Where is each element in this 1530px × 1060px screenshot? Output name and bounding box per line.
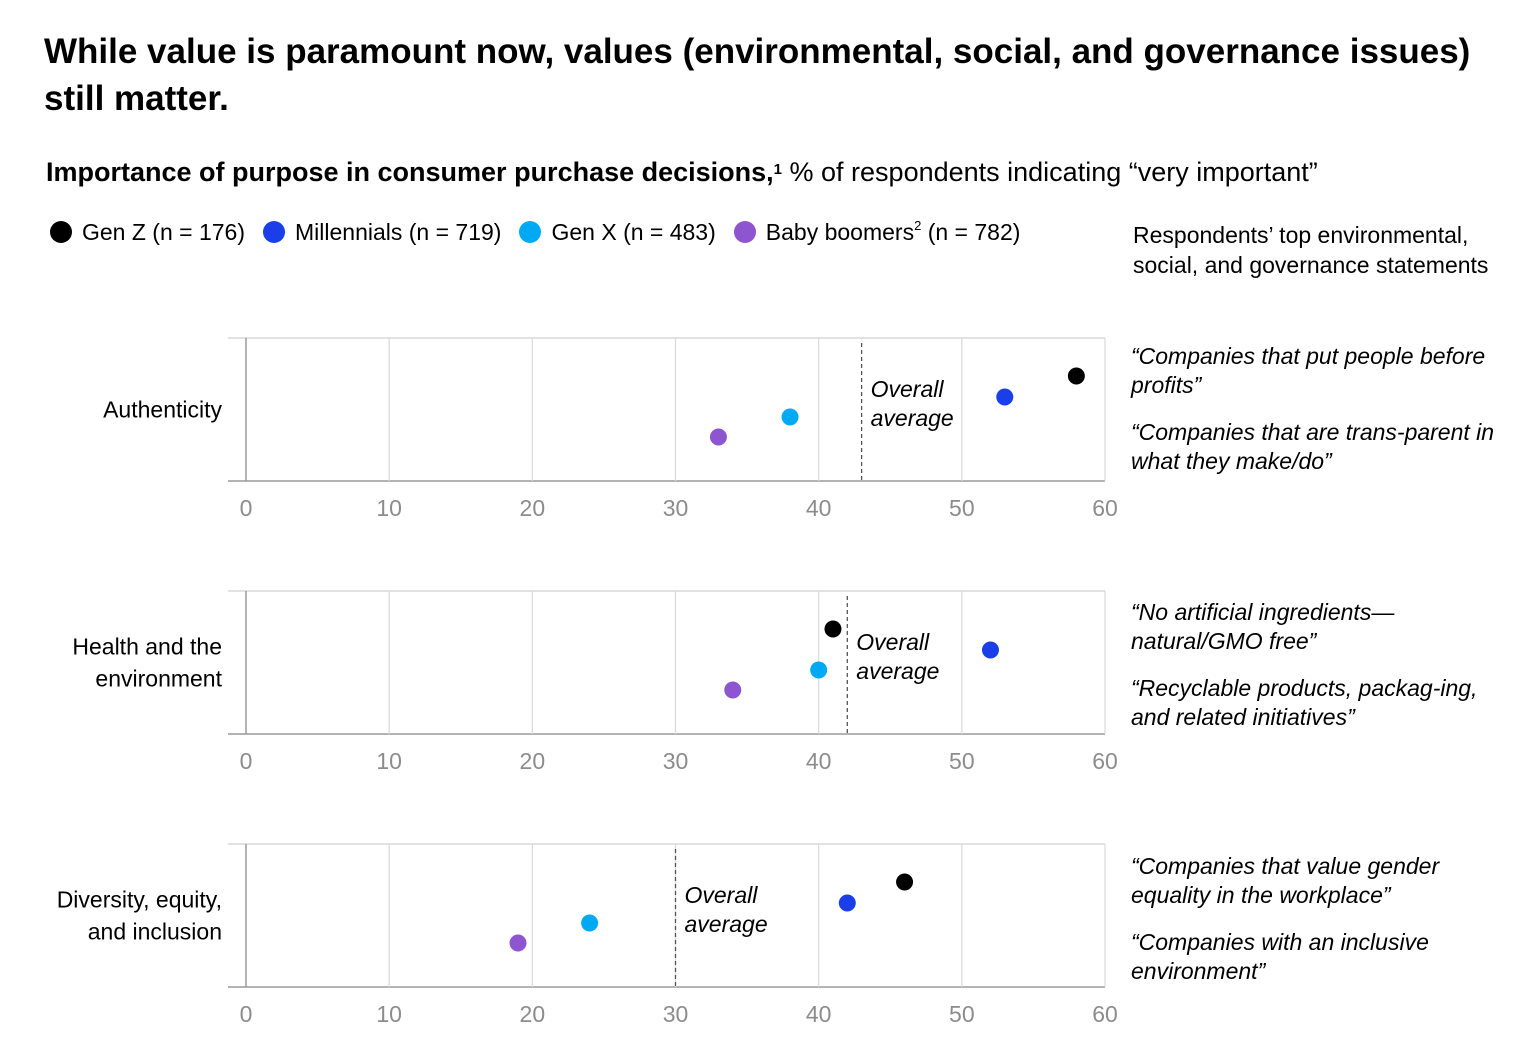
legend-item-gen-x: Gen X (n = 483): [519, 218, 716, 246]
x-tick-label: 0: [240, 495, 253, 521]
x-tick-label: 20: [520, 495, 546, 521]
overall-average-label: average: [871, 405, 954, 431]
category-label: Authenticity: [103, 397, 222, 423]
x-tick-label: 0: [240, 748, 253, 774]
x-tick-label: 40: [806, 1001, 832, 1027]
data-point-gen-x: [810, 661, 828, 679]
category-label: and inclusion: [88, 919, 222, 945]
quote: “Companies with an inclusive environment…: [1131, 929, 1429, 984]
legend-swatch-baby-boomers: [733, 221, 756, 243]
x-tick-label: 40: [806, 748, 832, 774]
quote: “Companies that value gender equality in…: [1131, 853, 1440, 908]
x-tick-label: 50: [949, 748, 975, 774]
legend: Gen Z (n = 176) Millennials (n = 719) Ge…: [50, 216, 1038, 248]
legend-item-baby-boomers: Baby boomers2 (n = 782): [733, 217, 1021, 246]
legend-label-millennials: Millennials (n = 719): [295, 218, 502, 245]
category-label: Diversity, equity,: [57, 887, 222, 913]
legend-swatch-millennials: [263, 221, 285, 243]
category-label: environment: [95, 666, 222, 692]
quote: “Recyclable products, packag-ing, and re…: [1131, 675, 1478, 730]
data-point-gen-z: [824, 620, 842, 638]
data-point-gen-x: [781, 408, 799, 426]
legend-swatch-gen-z: [50, 221, 72, 243]
data-point-baby-boomers: [724, 681, 742, 699]
quotes-authenticity: “Companies that put people before profit…: [1131, 342, 1511, 494]
x-tick-label: 30: [663, 495, 689, 521]
data-point-gen-z: [1067, 367, 1085, 385]
chart-subtitle: Importance of purpose in consumer purcha…: [46, 154, 1318, 190]
x-tick-label: 50: [949, 495, 975, 521]
legend-label-gen-x: Gen X (n = 483): [551, 218, 716, 245]
x-tick-label: 60: [1092, 495, 1118, 521]
quote: “Companies that are trans-parent in what…: [1131, 419, 1495, 474]
overall-average-label: Overall: [685, 882, 759, 908]
overall-average-label: Overall: [871, 376, 945, 402]
x-tick-label: 40: [806, 495, 832, 521]
subtitle-footnote: 1: [773, 161, 783, 178]
legend-swatch-gen-x: [519, 221, 542, 243]
x-tick-label: 0: [240, 1001, 253, 1027]
data-point-gen-z: [896, 873, 914, 891]
x-tick-label: 60: [1092, 748, 1118, 774]
legend-item-gen-z: Gen Z (n = 176): [50, 219, 245, 246]
legend-label-baby-boomers: Baby boomers2 (n = 782): [765, 217, 1021, 245]
overall-average-label: average: [856, 658, 939, 684]
data-point-baby-boomers: [709, 428, 727, 446]
x-tick-label: 20: [520, 1001, 546, 1027]
x-tick-label: 10: [376, 748, 402, 774]
x-tick-label: 30: [663, 748, 689, 774]
quotes-diversity: “Companies that value gender equality in…: [1131, 852, 1511, 1004]
subtitle-rest: % of respondents indicating “very import…: [782, 157, 1318, 187]
quote: “No artificial ingredients—natural/GMO f…: [1131, 599, 1395, 654]
legend-item-millennials: Millennials (n = 719): [263, 219, 501, 246]
data-point-gen-x: [581, 914, 599, 932]
quote: “Companies that put people before profit…: [1131, 343, 1486, 398]
category-label: Health and the: [72, 634, 222, 660]
data-point-millennials: [996, 388, 1014, 406]
data-point-millennials: [981, 641, 999, 659]
quotes-health-environment: “No artificial ingredients—natural/GMO f…: [1131, 598, 1511, 750]
x-tick-label: 10: [376, 1001, 402, 1027]
x-tick-label: 10: [376, 495, 402, 521]
data-point-millennials: [838, 894, 856, 912]
x-tick-label: 30: [663, 1001, 689, 1027]
chart-title: While value is paramount now, values (en…: [44, 32, 1471, 118]
overall-average-label: Overall: [856, 629, 930, 655]
data-point-baby-boomers: [509, 934, 527, 952]
x-tick-label: 60: [1092, 1001, 1118, 1027]
side-header: Respondents’ top environmental, social, …: [1133, 222, 1489, 278]
subtitle-bold: Importance of purpose in consumer purcha…: [46, 157, 774, 187]
x-tick-label: 50: [949, 1001, 975, 1027]
legend-label-gen-z: Gen Z (n = 176): [82, 218, 245, 245]
overall-average-label: average: [685, 911, 768, 937]
x-tick-label: 20: [520, 748, 546, 774]
